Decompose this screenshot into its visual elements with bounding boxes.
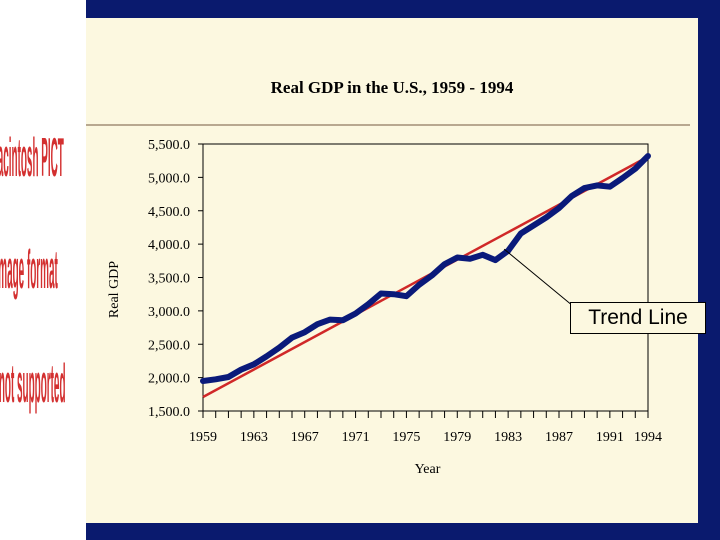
notice-line-1: Macintosh PICT [0, 129, 64, 189]
pict-unsupported-notice: Macintosh PICT image format is not suppo… [0, 129, 66, 415]
x-tick-label: 1971 [342, 430, 370, 445]
x-axis-title: Year [415, 462, 441, 477]
x-tick-label: 1979 [443, 430, 471, 445]
y-tick-label: 2,000.0 [148, 372, 190, 387]
y-tick-label: 3,500.0 [148, 272, 190, 287]
x-tick-label: 1983 [494, 430, 522, 445]
y-axis-title: Real GDP [107, 261, 122, 318]
chart-title: Real GDP in the U.S., 1959 - 1994 [270, 78, 514, 97]
left-panel: Macintosh PICT image format is not suppo… [0, 0, 86, 540]
trend-line-annotation: Trend Line [570, 302, 706, 334]
x-tick-label: 1963 [240, 430, 268, 445]
y-tick-label: 3,000.0 [148, 305, 190, 320]
x-tick-label: 1967 [291, 430, 319, 445]
y-tick-label: 5,000.0 [148, 171, 190, 186]
x-tick-label: 1959 [189, 430, 217, 445]
notice-line-2: image format [0, 241, 58, 301]
annotation-connector [503, 248, 574, 307]
slide-background [86, 18, 698, 523]
x-tick-label: 1994 [634, 430, 662, 445]
title-divider [86, 124, 690, 126]
y-tick-label: 4,000.0 [148, 238, 190, 253]
x-tick-label: 1975 [392, 430, 420, 445]
gdp-series-line [200, 153, 651, 384]
notice-line-3: is not supported [0, 355, 66, 415]
x-tick-label: 1987 [545, 430, 573, 445]
y-tick-label: 4,500.0 [148, 205, 190, 220]
y-tick-label: 5,500.0 [148, 138, 190, 153]
y-tick-label: 2,500.0 [148, 338, 190, 353]
x-tick-label: 1991 [596, 430, 624, 445]
y-tick-label: 1,500.0 [148, 405, 190, 420]
